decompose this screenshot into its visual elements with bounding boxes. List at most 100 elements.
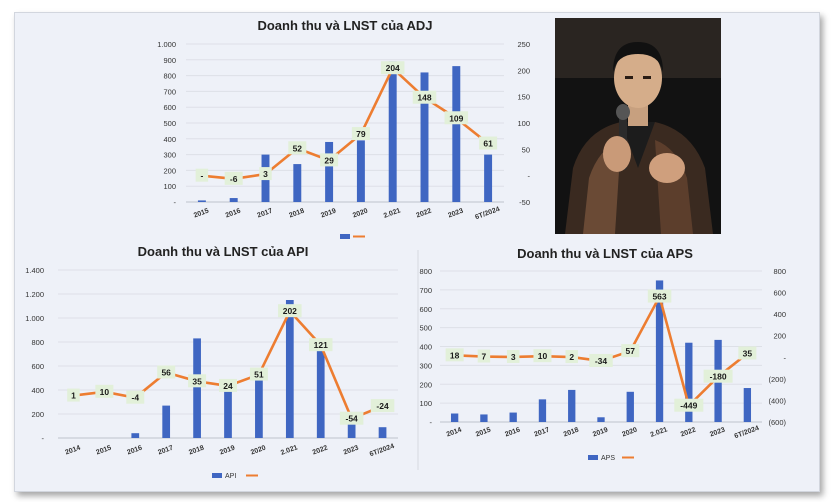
chart-api-data-label-box [126,390,145,404]
chart-aps-data-label-box [647,289,672,303]
chart-api-x-tick: 2022 [312,445,329,457]
chart-adj-data-label: 204 [386,63,400,73]
chart-aps-x-tick: 2016 [504,427,521,439]
chart-adj-bar [325,141,334,202]
chart-aps-y-tick: 600 [419,305,432,314]
chart-adj-bar [452,66,461,203]
chart-adj-y2-tick: 100 [517,119,530,128]
chart-api-x-tick: 2019 [219,445,236,457]
chart-api-y-tick: 200 [31,410,44,419]
chart-aps-data-label: -180 [710,372,727,382]
chart-aps-x-tick: 2.021 [650,426,669,439]
chart-adj-data-label-box [288,141,307,155]
chart-adj-data-label-box [380,61,405,75]
chart-adj-y2-tick: 150 [517,93,530,102]
chart-aps-bar [626,391,634,422]
chart-aps-data-label: -34 [595,356,608,366]
chart-aps-x-tick: 2018 [563,427,580,439]
chart-aps-data-label: 563 [652,292,666,302]
chart-adj-data-label-box [412,90,437,104]
chart-aps-y-tick: 700 [419,286,432,295]
chart-adj-legend-bar-swatch [340,234,350,239]
chart-api-y-tick: 800 [31,338,44,347]
chart-adj-bar [229,198,238,202]
chart-aps-data-label: 10 [538,351,548,361]
chart-api-bar [193,338,201,438]
chart-aps-bar [743,388,752,422]
chart-adj-x-tick: 2015 [193,208,210,220]
chart-aps-bar [509,412,517,422]
chart-aps-data-label-box [506,349,520,363]
chart-adj-data-label: 109 [449,113,463,123]
chart-adj-x-tick: 6T/2024 [474,206,501,221]
chart-api-y-tick: 400 [31,386,44,395]
chart-adj-y2-tick: 200 [517,66,530,75]
chart-adj-data-label-box [195,168,209,182]
chart-adj-y2-tick: 250 [517,40,530,49]
chart-api-legend-bar-label: API [225,473,236,480]
chart-api-x-tick: 2017 [157,445,174,457]
chart-api-bar [162,405,171,438]
chart-adj-data-label: 79 [356,129,366,139]
chart-aps-y2-tick: 400 [773,310,786,319]
chart-adj-x-tick: 2019 [320,208,337,220]
chart-aps-y-tick: 200 [419,380,432,389]
chart-adj-y-tick: 300 [163,151,176,160]
chart-aps-data-label-box [589,353,613,367]
chart-api-y-tick: - [42,434,45,443]
chart-adj-line-series [201,66,489,181]
chart-api-x-tick: 2020 [250,445,267,457]
chart-adj-bar [388,61,397,202]
chart-aps-x-tick: 2019 [592,427,609,439]
chart-api-data-label-box [278,304,302,318]
chart-api-x-tick: 2016 [126,445,143,457]
chart-api-x-tick: 2.021 [280,444,299,457]
chart-aps-y2-tick: (600) [768,418,786,427]
chart-adj-data-label-box [351,127,370,141]
chart-adj-data-label: 61 [483,139,493,149]
chart-aps-y2-tick: - [784,353,787,362]
chart-api-data-label: 56 [161,367,171,377]
chart-aps-x-tick: 2022 [680,427,697,439]
chart-api-x-tick: 2015 [95,445,112,457]
chart-aps-title: Doanh thu và LNST của APS [517,246,693,261]
chart-api-data-label: 24 [223,381,233,391]
chart-api-data-label: -4 [131,393,139,403]
chart-adj-x-tick: 2018 [288,208,305,220]
chart-api-data-label-box [339,411,364,425]
chart-aps-bar [538,399,547,422]
chart-aps-y2-tick: 800 [773,267,786,276]
chart-adj-bar [420,72,429,202]
chart-aps-data-label-box [674,398,704,412]
chart-adj-bar [484,154,493,202]
chart-adj-bar [197,200,206,202]
chart-aps-data-label-box [703,369,733,383]
chart-adj-data-label-box [224,171,243,185]
chart-aps-data-label-box [445,348,464,362]
chart-adj-y-tick: 1.000 [157,40,176,49]
chart-aps-data-label: 7 [482,352,487,362]
chart-api-legend-bar-swatch [212,473,222,478]
chart-api-data-label-box [157,365,176,379]
chart-aps-data-label: 3 [511,352,516,362]
chart-aps-data-label-box [533,349,552,363]
chart-adj-data-label-box [444,111,469,125]
chart-aps-data-label-box [477,349,491,363]
chart-api-x-tick: 2023 [343,445,360,457]
chart-aps-bar [655,280,664,422]
chart-aps-y-tick: 300 [419,361,432,370]
chart-adj-data-label-box [320,153,339,167]
chart-aps-data-label: -449 [680,401,697,411]
chart-aps-x-tick: 2014 [446,427,463,439]
chart-api-x-tick: 6T/2024 [369,443,396,458]
chart-api-data-label-box [67,388,80,402]
chart-aps-x-tick: 6T/2024 [734,425,761,440]
chart-aps-bar [568,389,576,422]
chart-adj-data-label: - [200,171,203,181]
chart-api-data-label-box [219,378,237,392]
chart-aps-y2-tick: (200) [768,375,786,384]
chart-adj-data-label: 148 [417,93,431,103]
chart-adj-data-label-box [479,136,498,150]
chart-api-data-label: 1 [71,391,76,401]
